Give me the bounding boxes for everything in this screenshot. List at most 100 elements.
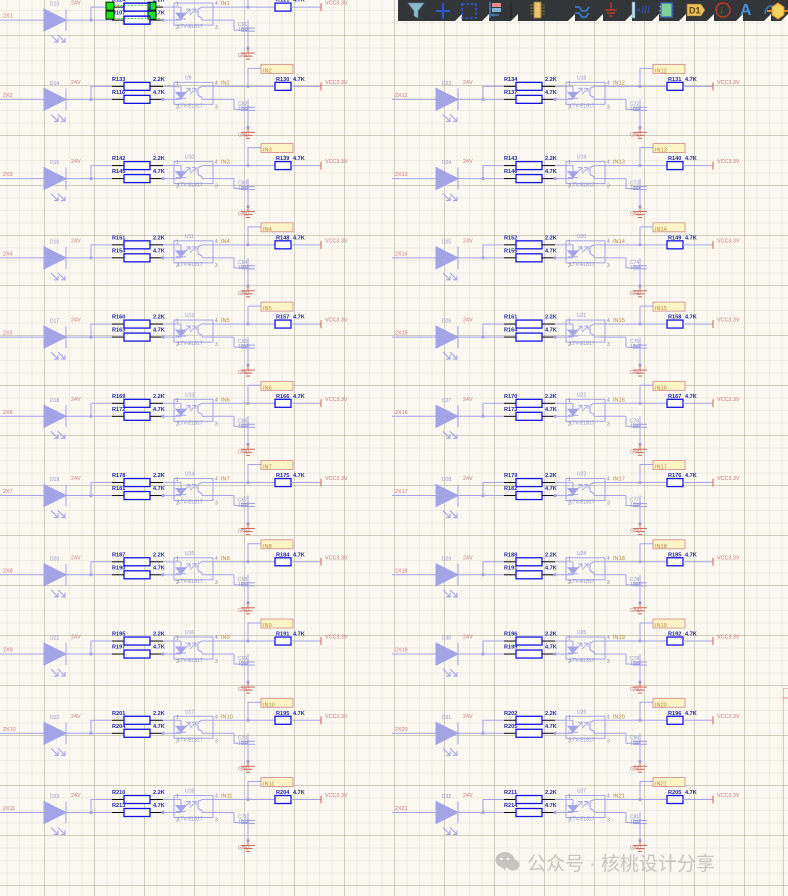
svg-text:R184: R184 bbox=[276, 552, 290, 558]
svg-text:IN8: IN8 bbox=[263, 544, 272, 550]
svg-text:4.7K: 4.7K bbox=[293, 473, 305, 479]
svg-text:U8: U8 bbox=[185, 0, 192, 2]
svg-text:R179: R179 bbox=[504, 473, 517, 479]
svg-text:4: 4 bbox=[215, 477, 218, 483]
svg-text:10nF: 10nF bbox=[630, 740, 641, 746]
svg-text:4: 4 bbox=[215, 1, 218, 7]
svg-text:VCC3.3V: VCC3.3V bbox=[717, 635, 740, 641]
svg-text:4.7K: 4.7K bbox=[685, 77, 697, 83]
svg-text:3: 3 bbox=[607, 738, 610, 744]
svg-text:U17: U17 bbox=[185, 709, 194, 715]
svg-text:2X17: 2X17 bbox=[395, 489, 408, 495]
svg-text:2.2K: 2.2K bbox=[545, 632, 557, 638]
svg-text:IN17: IN17 bbox=[655, 465, 667, 471]
svg-text:2.2K: 2.2K bbox=[153, 473, 165, 479]
svg-text:R199: R199 bbox=[504, 645, 517, 651]
svg-text:2X2: 2X2 bbox=[3, 93, 13, 99]
svg-text:4.7K: 4.7K bbox=[545, 248, 557, 254]
svg-text:R158: R158 bbox=[668, 315, 681, 321]
svg-text:10nF: 10nF bbox=[630, 265, 641, 271]
svg-text:LTV-EL817: LTV-EL817 bbox=[570, 103, 595, 109]
svg-text:2.2K: 2.2K bbox=[153, 315, 165, 321]
svg-text:R145: R145 bbox=[112, 169, 125, 175]
svg-text:1: 1 bbox=[568, 319, 571, 325]
svg-text:GND: GND bbox=[238, 529, 250, 535]
svg-text:U19: U19 bbox=[577, 155, 586, 161]
svg-text:IN16: IN16 bbox=[613, 397, 625, 403]
svg-text:3: 3 bbox=[215, 25, 218, 31]
svg-text:4.7K: 4.7K bbox=[545, 90, 557, 96]
svg-text:3: 3 bbox=[215, 104, 218, 110]
svg-text:2X1: 2X1 bbox=[3, 14, 13, 20]
svg-text:VCC3.3V: VCC3.3V bbox=[717, 397, 740, 403]
svg-text:IN20: IN20 bbox=[655, 702, 667, 708]
svg-text:R204: R204 bbox=[112, 724, 126, 730]
svg-text:R140: R140 bbox=[668, 156, 681, 162]
svg-text:IN7: IN7 bbox=[221, 477, 230, 483]
svg-text:R188: R188 bbox=[504, 552, 517, 558]
svg-text:24V: 24V bbox=[71, 1, 81, 7]
svg-text:4.7K: 4.7K bbox=[153, 724, 165, 730]
svg-text:D18: D18 bbox=[50, 398, 59, 404]
svg-text:4.7K: 4.7K bbox=[685, 394, 697, 400]
svg-text:VCC3.3V: VCC3.3V bbox=[325, 159, 348, 165]
svg-text:VCC3.3V: VCC3.3V bbox=[717, 793, 740, 799]
svg-text:4: 4 bbox=[607, 477, 610, 483]
svg-text:3: 3 bbox=[607, 421, 610, 427]
svg-text:1: 1 bbox=[568, 715, 571, 721]
svg-text:4.7K: 4.7K bbox=[293, 77, 305, 83]
svg-text:U20: U20 bbox=[577, 234, 586, 240]
svg-text:4.7K: 4.7K bbox=[545, 328, 557, 334]
svg-text:U21: U21 bbox=[577, 313, 586, 319]
svg-text:10nF: 10nF bbox=[238, 820, 249, 826]
svg-text:GND: GND bbox=[630, 608, 642, 614]
svg-text:IN13: IN13 bbox=[613, 160, 625, 166]
svg-text:U24: U24 bbox=[577, 551, 586, 557]
svg-text:D25: D25 bbox=[442, 239, 451, 245]
svg-text:U27: U27 bbox=[577, 789, 586, 795]
svg-text:4.7K: 4.7K bbox=[685, 156, 697, 162]
svg-text:2X7: 2X7 bbox=[3, 489, 13, 495]
svg-text:IN15: IN15 bbox=[655, 306, 667, 312]
svg-text:4.7K: 4.7K bbox=[153, 645, 165, 651]
svg-text:R154: R154 bbox=[112, 248, 126, 254]
svg-text:10nF: 10nF bbox=[238, 27, 249, 33]
svg-text:IN11: IN11 bbox=[263, 782, 274, 788]
svg-text:2.2K: 2.2K bbox=[545, 315, 557, 321]
svg-text:4.7K: 4.7K bbox=[685, 790, 697, 796]
svg-text:R160: R160 bbox=[112, 315, 125, 321]
svg-text:GND: GND bbox=[630, 370, 642, 376]
svg-text:IN13: IN13 bbox=[655, 148, 667, 154]
svg-text:4.7K: 4.7K bbox=[293, 315, 305, 321]
svg-text:U26: U26 bbox=[577, 709, 586, 715]
svg-text:U22: U22 bbox=[577, 392, 586, 398]
svg-text:VCC3.3V: VCC3.3V bbox=[717, 714, 740, 720]
svg-text:2X14: 2X14 bbox=[395, 251, 408, 257]
svg-text:VCC3.3V: VCC3.3V bbox=[717, 80, 740, 86]
svg-text:IN9: IN9 bbox=[263, 623, 272, 629]
svg-text:2X3: 2X3 bbox=[3, 172, 13, 178]
svg-text:3: 3 bbox=[215, 659, 218, 665]
svg-text:3: 3 bbox=[607, 818, 610, 824]
svg-text:D22: D22 bbox=[50, 715, 59, 721]
svg-text:24V: 24V bbox=[463, 397, 473, 403]
svg-text:D16: D16 bbox=[50, 239, 59, 245]
svg-text:4: 4 bbox=[607, 239, 610, 245]
svg-text:4: 4 bbox=[215, 318, 218, 324]
svg-text:IN2: IN2 bbox=[221, 80, 230, 86]
svg-text:IN2: IN2 bbox=[263, 68, 272, 74]
svg-text:10nF: 10nF bbox=[630, 186, 641, 192]
svg-text:2X11: 2X11 bbox=[3, 806, 15, 812]
svg-text:4: 4 bbox=[215, 160, 218, 166]
svg-text:GND: GND bbox=[238, 132, 250, 138]
svg-text:2X13: 2X13 bbox=[395, 172, 408, 178]
svg-text:24V: 24V bbox=[463, 318, 473, 324]
svg-text:4: 4 bbox=[215, 635, 218, 641]
svg-text:GND: GND bbox=[630, 687, 642, 693]
svg-text:24V: 24V bbox=[71, 80, 81, 86]
svg-text:IN12: IN12 bbox=[655, 68, 667, 74]
svg-text:LTV-EL817: LTV-EL817 bbox=[178, 420, 203, 426]
svg-text:10nF: 10nF bbox=[630, 820, 641, 826]
svg-text:D23: D23 bbox=[442, 81, 451, 87]
svg-text:2.2K: 2.2K bbox=[153, 790, 165, 796]
